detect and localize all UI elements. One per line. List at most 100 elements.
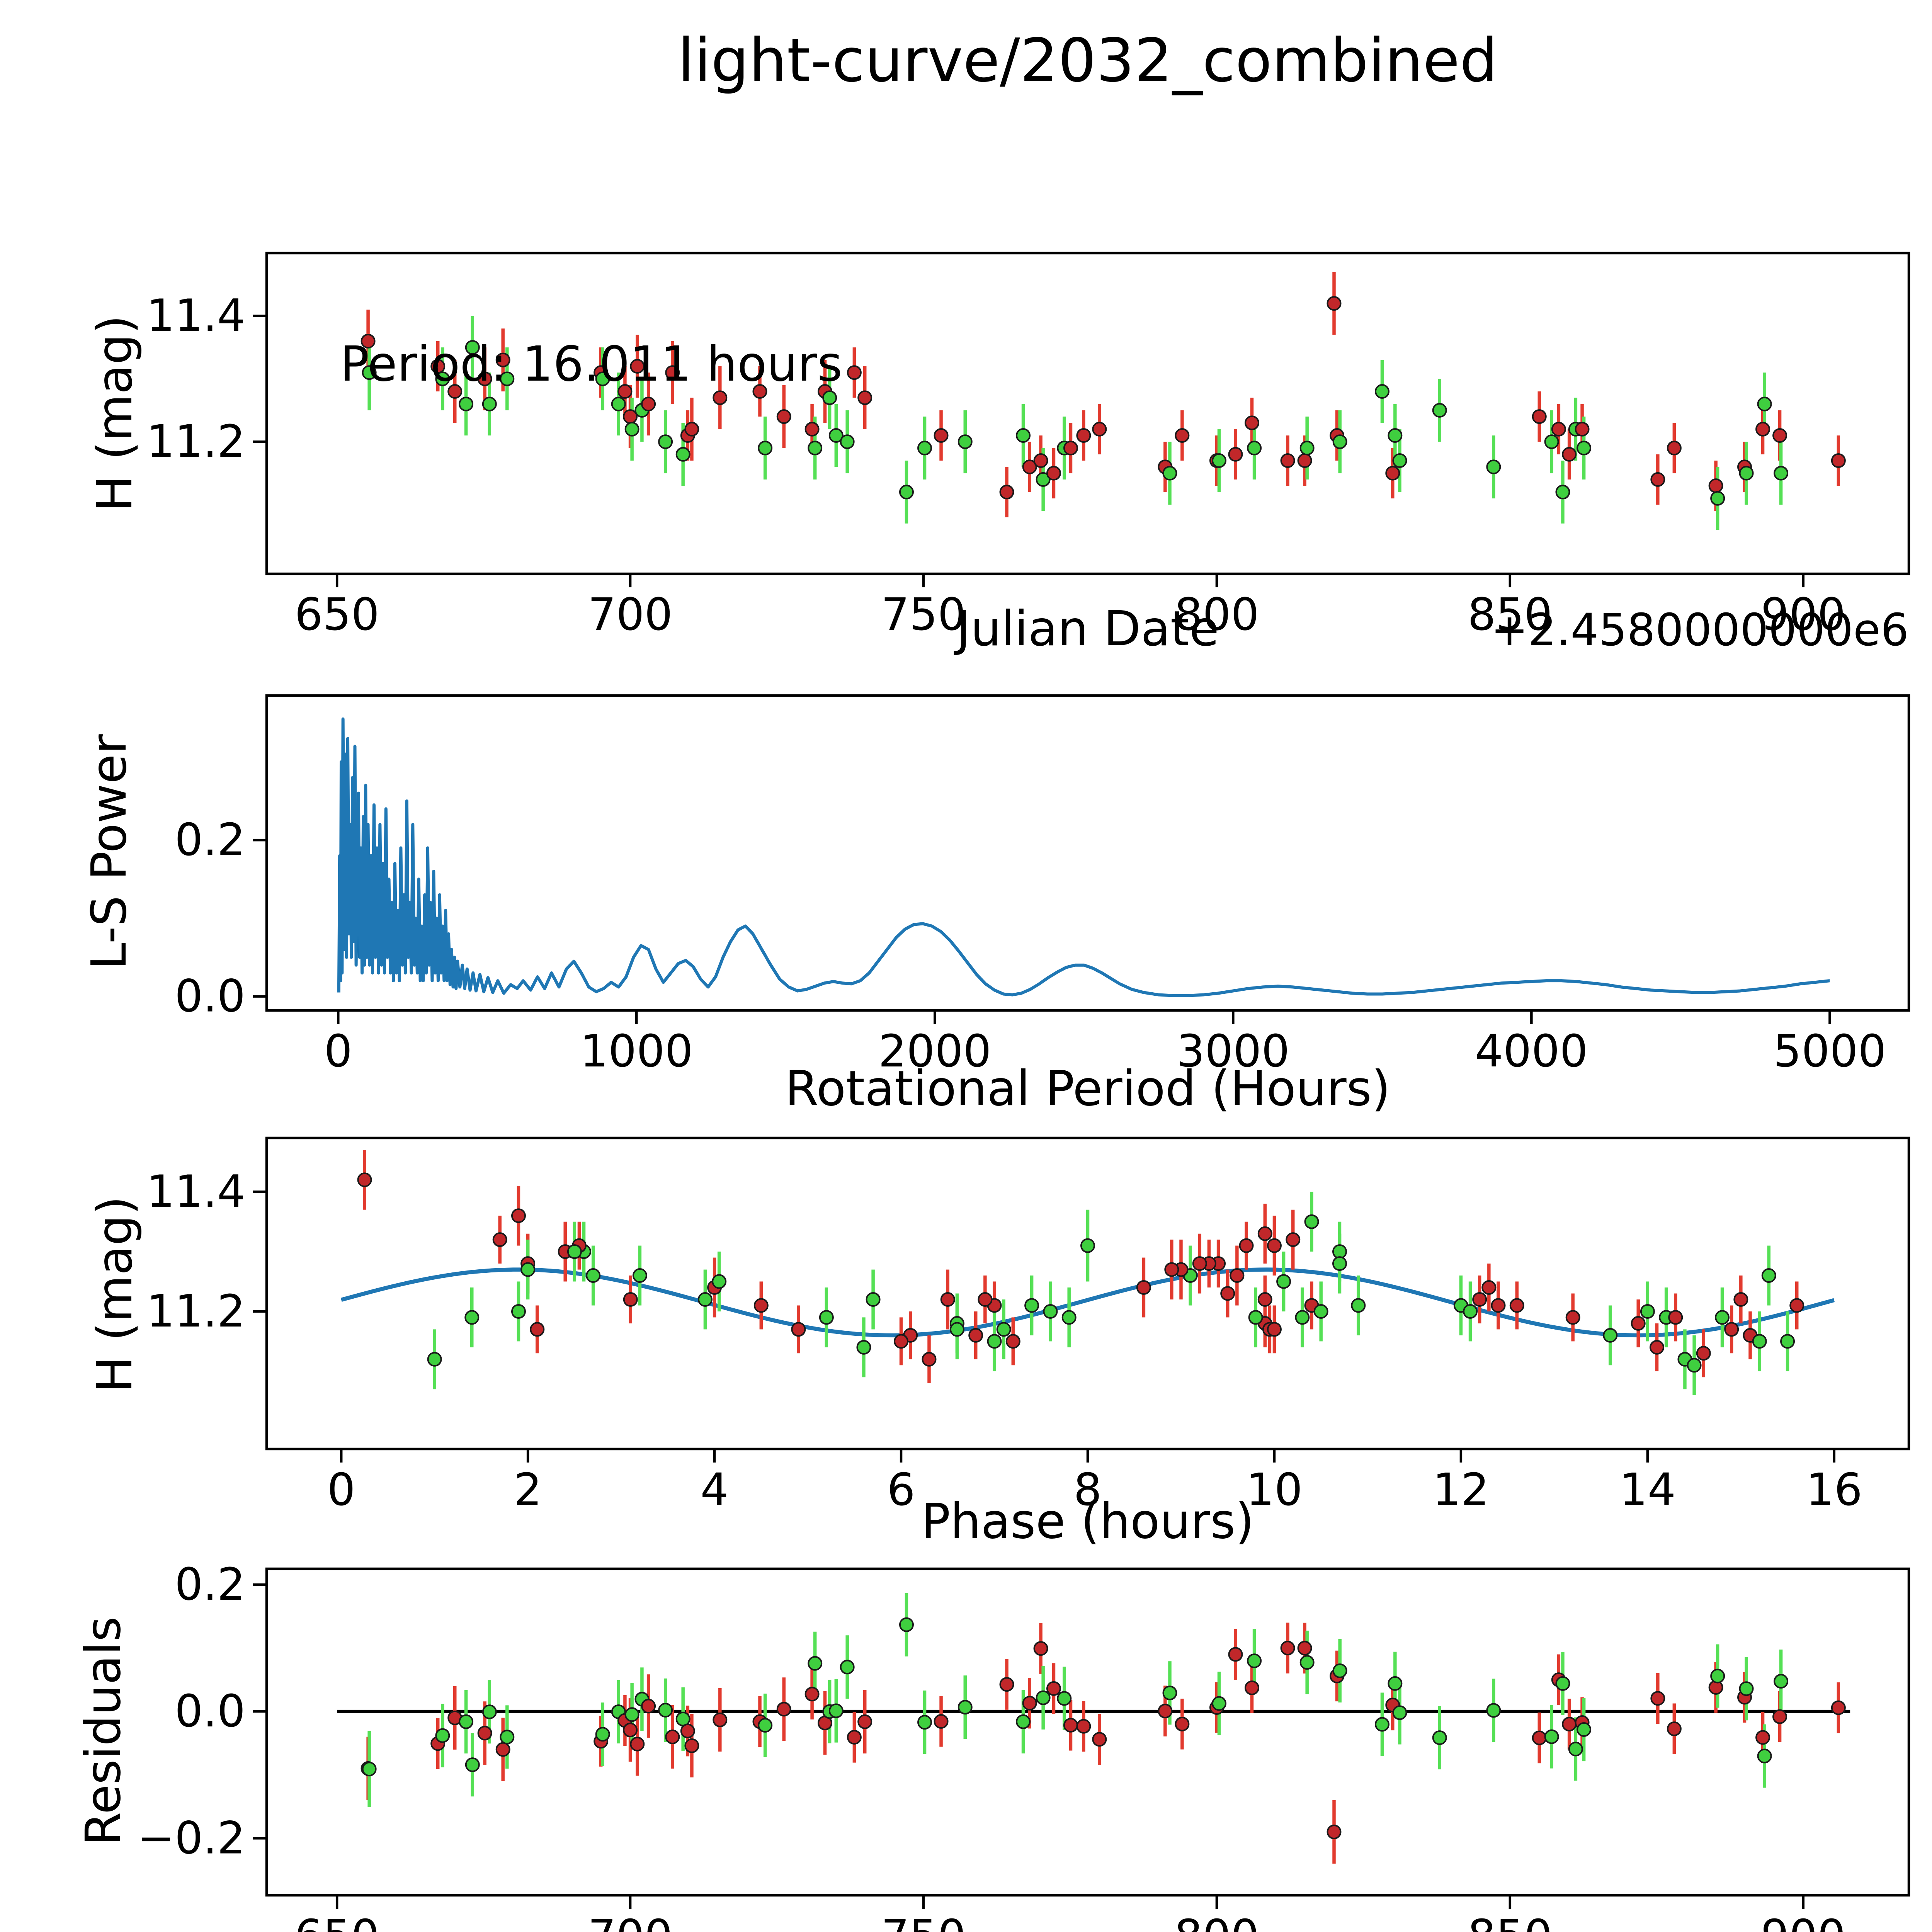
xlabel-periodogram: Rotational Period (Hours): [785, 1061, 1390, 1117]
red-data-point: [511, 1208, 526, 1223]
x-tick-label: 0: [327, 1464, 355, 1516]
green-data-point: [1715, 1310, 1730, 1325]
green-data-point: [658, 434, 673, 449]
x-tick-label: 900: [1761, 1910, 1846, 1932]
red-data-point: [1239, 1238, 1254, 1253]
x-offset-light-curve: +2.4580000000e6: [1491, 604, 1909, 656]
red-data-point: [623, 1723, 638, 1738]
green-data-point: [520, 1262, 536, 1277]
red-data-point: [1033, 453, 1048, 468]
green-data-point: [1432, 1730, 1447, 1745]
green-data-point: [567, 1244, 582, 1259]
green-data-point: [1774, 1674, 1789, 1689]
green-data-point: [1016, 1714, 1031, 1729]
x-tick-label: 5000: [1773, 1026, 1886, 1077]
red-data-point: [1286, 1232, 1301, 1247]
axes-spines: [265, 1567, 1910, 1897]
green-data-point: [1544, 434, 1559, 449]
green-data-point: [675, 447, 690, 462]
green-data-point: [595, 371, 610, 386]
red-data-point: [776, 409, 791, 424]
green-data-point: [1299, 440, 1315, 456]
red-data-point: [1076, 1719, 1091, 1734]
green-data-point: [1332, 1244, 1347, 1259]
red-data-point: [1532, 409, 1547, 424]
red-data-point: [495, 1742, 510, 1757]
red-data-point: [1022, 1696, 1037, 1711]
red-data-point: [1708, 478, 1723, 493]
green-data-point: [500, 1730, 515, 1745]
red-data-point: [1244, 1680, 1259, 1696]
green-data-point: [1761, 1268, 1776, 1283]
red-data-point: [1565, 1310, 1580, 1325]
red-data-point: [1650, 472, 1665, 487]
green-data-point: [808, 1656, 823, 1671]
green-data-point: [459, 396, 474, 412]
x-tick-label: 6: [887, 1464, 915, 1516]
x-tick-label: 0: [324, 1026, 352, 1077]
red-data-point: [630, 1736, 645, 1752]
red-data-point: [1755, 1730, 1770, 1745]
red-data-point: [1667, 440, 1682, 456]
green-data-point: [611, 396, 626, 412]
green-data-point: [987, 1334, 1002, 1349]
x-tick-label: 4000: [1475, 1026, 1588, 1077]
green-data-point: [465, 340, 480, 355]
red-data-point: [495, 352, 510, 367]
green-data-point: [1036, 1690, 1051, 1705]
red-data-point: [492, 1232, 507, 1247]
red-data-point: [713, 1713, 728, 1728]
x-tick-label: 3000: [1177, 1026, 1290, 1077]
red-data-point: [1668, 1310, 1683, 1325]
green-data-point: [808, 440, 823, 456]
green-data-point: [1295, 1310, 1310, 1325]
ylabel-light-curve: H (mag): [87, 315, 143, 512]
green-data-point: [1739, 466, 1754, 481]
green-data-point: [758, 1718, 773, 1733]
panel-periodogram: 0 1000 2000 3000 4000 5000 0.0 0.2: [175, 694, 1910, 1077]
green-data-point: [1313, 1304, 1328, 1319]
red-data-point: [1696, 1346, 1711, 1361]
red-data-point: [1755, 422, 1770, 437]
red-data-point: [1092, 1732, 1107, 1747]
green-data-point: [1710, 491, 1725, 506]
green-data-point: [1247, 440, 1262, 456]
green-data-point: [1388, 428, 1403, 443]
green-data-point: [624, 422, 639, 437]
green-data-point: [712, 1274, 727, 1289]
green-data-point: [1332, 1256, 1347, 1271]
green-data-point: [465, 1757, 480, 1772]
x-tick-label: 14: [1619, 1464, 1676, 1516]
red-data-point: [1472, 1292, 1487, 1307]
red-data-point: [684, 422, 699, 437]
green-data-point: [828, 428, 844, 443]
red-data-point: [1724, 1322, 1739, 1337]
red-data-point: [968, 1328, 983, 1343]
panel-phased-curve: 0 2 4 6 8 10 12 14 16 11.4 11.2: [146, 1136, 1910, 1516]
red-data-point: [1192, 1256, 1207, 1271]
x-tick-label: 750: [881, 589, 966, 641]
green-data-point: [840, 434, 855, 449]
red-data-point: [1175, 428, 1190, 443]
green-data-point: [917, 440, 932, 456]
y-tick-label: 0.2: [175, 1559, 245, 1611]
green-data-point: [996, 1322, 1011, 1337]
green-data-point: [362, 365, 377, 380]
green-data-point: [899, 1617, 914, 1632]
y-tick-label: 0.0: [175, 971, 245, 1022]
xlabel-phased: Phase (hours): [921, 1493, 1254, 1549]
red-data-point: [1280, 453, 1295, 468]
x-tick-label: 700: [588, 589, 673, 641]
panel-light-curve: 650 700 750 800 850 900 11.4 11.2: [146, 252, 1910, 641]
green-data-point: [1555, 1676, 1570, 1691]
period-annotation: Period: 16.011 hours: [340, 336, 842, 392]
green-data-point: [1392, 453, 1407, 468]
green-data-point: [632, 1268, 647, 1283]
x-tick-label: 850: [1468, 1910, 1553, 1932]
x-tick-label: 10: [1246, 1464, 1303, 1516]
green-data-point: [427, 1352, 442, 1367]
green-data-point: [1463, 1304, 1478, 1319]
green-data-point: [917, 1715, 932, 1730]
green-data-point: [586, 1268, 601, 1283]
